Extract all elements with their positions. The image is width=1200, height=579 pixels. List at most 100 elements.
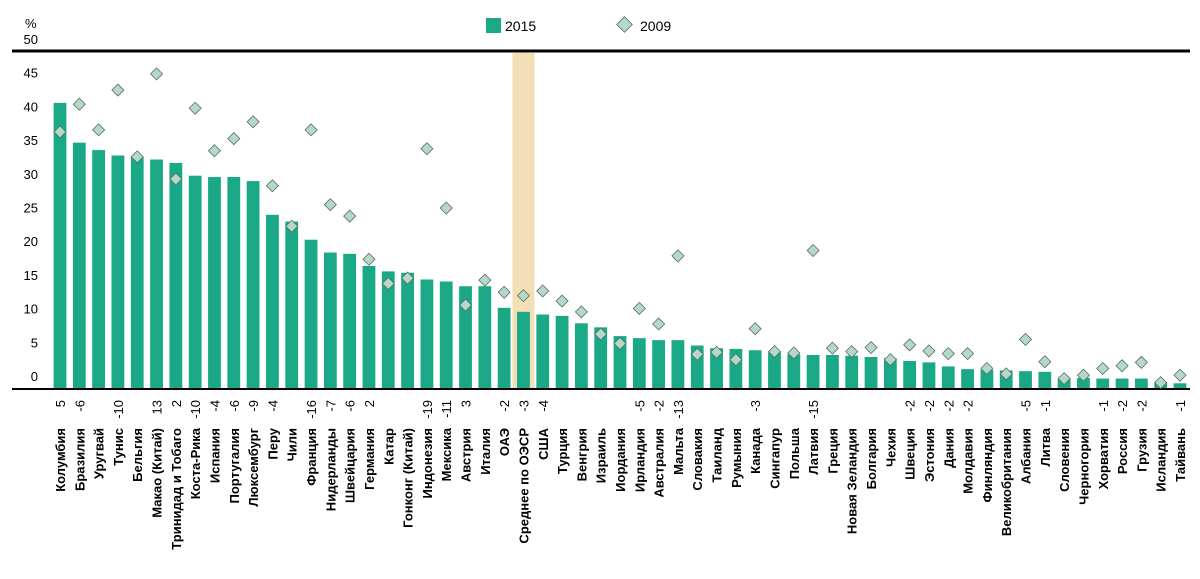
- category-label: Грузия: [1134, 428, 1149, 472]
- change-label: -9: [246, 400, 261, 412]
- y-tick-label: 40: [24, 99, 38, 114]
- change-label: -5: [1019, 400, 1034, 412]
- marker-2009: [343, 209, 357, 223]
- marker-2009: [304, 123, 318, 137]
- change-label: -10: [188, 400, 203, 419]
- bar-2015: [1115, 378, 1129, 388]
- bar-2015: [555, 315, 569, 388]
- y-axis-unit-label: %: [25, 16, 37, 31]
- marker-2009: [111, 83, 125, 97]
- bar-2015: [632, 338, 646, 388]
- category-label: Макао (Китай): [150, 428, 165, 518]
- category-label: Бразилия: [72, 428, 87, 491]
- bar-2015: [381, 271, 395, 388]
- category-label: Молдавия: [961, 428, 976, 494]
- marker-2009: [381, 276, 395, 291]
- marker-2009: [903, 338, 917, 352]
- marker-2009: [130, 150, 144, 164]
- change-label: -3: [516, 400, 531, 412]
- marker-2009: [497, 285, 511, 299]
- category-label: Румыния: [729, 428, 744, 488]
- bar-2015: [922, 362, 936, 388]
- y-tick-label: 15: [24, 268, 38, 283]
- category-label: Португалия: [227, 428, 242, 503]
- change-label: -11: [439, 400, 454, 418]
- marker-2009: [362, 252, 376, 266]
- category-label: Катар: [381, 428, 396, 465]
- marker-2009: [323, 198, 337, 212]
- change-label: -1: [1173, 400, 1188, 412]
- change-label: -4: [536, 400, 551, 412]
- marker-2009: [864, 340, 878, 355]
- y-tick-label: 30: [24, 167, 38, 182]
- category-label: Дания: [941, 428, 956, 468]
- marker-2009: [516, 289, 531, 303]
- marker-2009: [265, 179, 279, 193]
- category-label: Колумбия: [53, 428, 68, 492]
- category-label: Франция: [304, 428, 319, 486]
- change-label: -19: [420, 400, 435, 419]
- category-label: Швеция: [903, 428, 918, 480]
- bar-2015: [72, 142, 86, 388]
- category-label: Польша: [787, 427, 802, 479]
- marker-2009: [671, 249, 685, 263]
- category-label: Исландия: [1154, 428, 1169, 492]
- marker-2009: [787, 346, 801, 360]
- marker-2009: [690, 347, 704, 361]
- bar-2015: [362, 266, 376, 388]
- marker-2009: [961, 347, 975, 361]
- marker-2009: [53, 125, 67, 139]
- bar-2015: [536, 314, 550, 388]
- bar-2015: [246, 181, 260, 388]
- bar-2015: [980, 369, 994, 388]
- bar-2015: [459, 286, 472, 388]
- marker-2009: [632, 301, 646, 316]
- marker-2009: [980, 361, 994, 376]
- marker-2009: [420, 142, 434, 156]
- change-label: -2: [1134, 400, 1149, 412]
- y-tick-label: 0: [31, 369, 38, 384]
- bar-2015: [111, 155, 125, 388]
- bar-2015: [227, 177, 241, 388]
- category-label: Нидерланды: [323, 428, 338, 511]
- category-label: Бельгия: [130, 428, 145, 482]
- category-label: Греция: [825, 428, 840, 474]
- marker-2009: [401, 271, 415, 285]
- marker-2009: [72, 97, 86, 111]
- marker-2009: [285, 219, 299, 233]
- category-label: Болгария: [864, 428, 879, 489]
- change-label: -2: [652, 400, 667, 412]
- change-label: -6: [227, 400, 242, 412]
- marker-2009: [1154, 376, 1168, 390]
- marker-2009: [439, 201, 453, 215]
- change-label: -2: [497, 400, 512, 412]
- marker-2009: [729, 353, 743, 367]
- bar-2015: [497, 307, 511, 388]
- category-label: Гонконг (Китай): [401, 428, 416, 528]
- change-label: -16: [304, 400, 319, 419]
- bar-2015: [1019, 371, 1032, 388]
- marker-2009: [1038, 355, 1052, 369]
- bar-2015: [169, 162, 183, 388]
- category-label: Чехия: [883, 428, 898, 467]
- legend-marker-label: 2009: [640, 18, 671, 34]
- marker-2009: [246, 115, 260, 129]
- marker-2009: [1057, 371, 1071, 386]
- marker-2009: [227, 132, 241, 146]
- category-label: Уругвай: [92, 428, 107, 479]
- marker-2009: [1134, 355, 1148, 369]
- category-label: Латвия: [806, 428, 821, 475]
- category-label: Люксембург: [246, 427, 261, 506]
- change-label: -15: [806, 400, 821, 419]
- bar-2015: [961, 369, 974, 388]
- category-label: Венгрия: [574, 428, 589, 481]
- bar-2015: [1096, 378, 1110, 388]
- change-label: -2: [903, 400, 918, 412]
- change-label: -4: [207, 400, 222, 412]
- category-label: Коста-Рика: [188, 427, 203, 499]
- legend-bar-swatch: [486, 18, 501, 33]
- category-label: Австрия: [459, 428, 474, 482]
- category-label: Испания: [207, 428, 222, 483]
- category-label: Канада: [748, 427, 763, 474]
